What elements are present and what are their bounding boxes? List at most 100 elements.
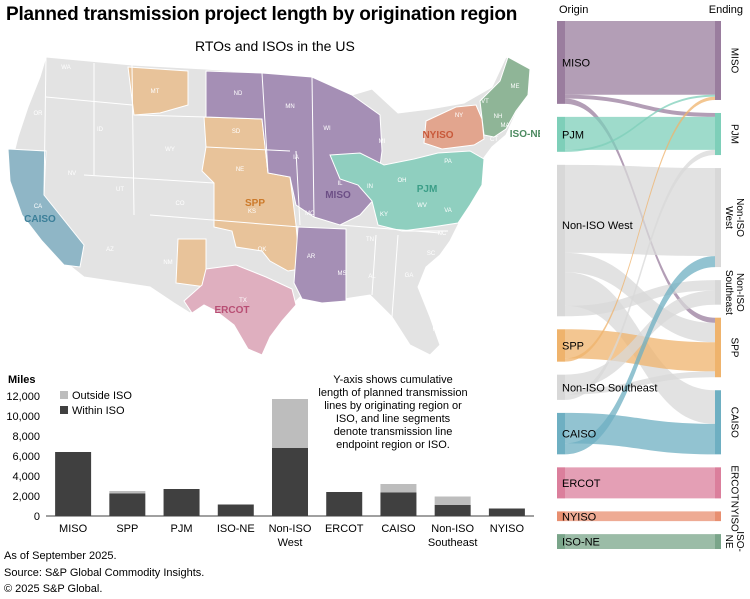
map-label-miso: MISO [325,190,351,201]
bar-within-iso [272,448,308,516]
iso-ne-region [479,56,531,138]
map-label-nyiso: NYISO [422,130,453,141]
map-state-md: MD [485,189,495,195]
sankey-origin-node [557,116,565,152]
map-state-ne: NE [236,167,244,173]
nyiso-region [423,104,485,150]
map-regions [7,56,531,356]
miso-south-region [293,226,347,304]
sankey-origin-node [557,374,565,400]
sankey-ending-node [715,112,721,156]
sankey-ending-label: ERCOT [729,465,740,500]
x-tick-label: PJM [171,523,193,535]
map-state-la: LA [309,303,316,309]
sankey-origin-label: Non-ISO Southeast [562,382,657,394]
map-label-pjm: PJM [417,184,438,195]
map-state-ga: GA [405,273,414,279]
bar-outside-iso [109,491,146,494]
map-label-spp: SPP [245,198,265,209]
x-tick-label: SPP [116,523,138,535]
x-tick-label: Non-ISO [431,523,474,535]
map-state-ar: AR [307,254,316,260]
sankey-origin-label: ERCOT [562,478,601,490]
map-state-wa: WA [61,65,70,71]
map-label-ercot: ERCOT [215,305,250,316]
sankey-origin-node [557,329,565,362]
map-state-pa: PA [444,159,452,165]
miso-region [205,70,383,226]
bar-chart: Miles 0 2,000 4,000 6,000 8,000 10,000 12,000 MI… [6,374,534,549]
x-tick-label: ERCOT [325,523,364,535]
sankey-link [565,21,715,95]
sankey-origin-label: MISO [562,57,591,69]
y-tick-label: 8,000 [12,431,40,443]
bar-within-iso [434,505,471,516]
sankey-origin-label: PJM [562,129,584,141]
map-state-tn: TN [366,237,374,243]
sankey-link [565,96,715,362]
map-state-wy: WY [165,147,175,153]
y-tick-label: 0 [34,511,40,523]
sankey-link [565,467,715,499]
sankey-ending-node [715,467,721,499]
map-state-sc: SC [427,251,436,257]
map-state-in: IN [367,184,373,190]
footer-source: Source: S&P Global Commodity Insights. [4,567,205,579]
map-state-wv: WV [417,203,427,209]
bar-outside-iso [380,484,417,493]
bar-within-iso [488,508,525,516]
footer-copyright: © 2025 S&P Global. [4,583,103,595]
sankey-ending-label: CAISO [729,407,740,438]
sankey-ending-label: Non-ISOWest [723,198,745,237]
sankey-link [565,164,715,257]
sankey-origin-label: NYISO [562,511,597,523]
map-state-nh: NH [494,114,503,120]
state-borders [43,56,448,318]
map-state-wi: WI [323,126,331,132]
map-labels: MISO NYISO ISO-NE PJM CAISO SPP ERCOT WA MT ND MN M… [24,65,540,333]
bar-within-iso [380,492,417,516]
map-state-ok: OK [258,247,267,253]
sankey-origin-label: Non-ISO West [562,220,633,232]
map-state-mt: MT [151,89,160,95]
sankey-link [565,412,715,455]
map-label-caiso: CAISO [24,214,56,225]
sankey-link [565,280,715,317]
legend-swatch [60,391,68,399]
bar-within-iso [217,504,254,516]
map-state-or: OR [34,111,44,117]
chart-annotation: Y-axis shows cumulative length of planne… [318,374,468,451]
map-state-nd: ND [234,91,243,97]
legend-label: Within ISO [72,405,125,417]
map-state-nv: NV [68,171,76,177]
sankey-ending-node [715,280,721,305]
sankey-origin-node [557,164,565,317]
sankey-ending-label: NYISO [729,501,740,532]
map-title: RTOs and ISOs in the US [195,38,355,54]
legend-label: Outside ISO [72,390,132,402]
map-state-va: VA [444,208,452,214]
map-state-nc: NC [438,231,447,237]
y-tick-label: 6,000 [12,451,40,463]
sankey-origin-node [557,467,565,499]
y-tick-label: 2,000 [12,491,40,503]
map-state-ks: KS [248,209,256,215]
sankey-ending-node [715,168,721,268]
bar-outside-iso [272,399,308,448]
bar-within-iso [109,493,146,516]
map-state-ms: MS [338,271,347,277]
sankey-chart: Origin Ending MISO PJM Non-ISO West SPP Non-IS… [557,4,745,552]
x-tick-label: West [278,537,303,549]
sankey-ending-node [715,511,721,522]
x-tick-label: ISO-NE [217,523,255,535]
sankey-ending-node [715,390,721,455]
map-state-sd: SD [232,129,241,135]
sankey-link [565,511,715,522]
ercot-region [183,264,297,356]
map-state-nm: NM [163,260,172,266]
sankey-ending-node [715,317,721,378]
sankey-origin-label: SPP [562,340,584,352]
sankey-ending-node [715,21,721,100]
map-state-co: CO [176,201,185,207]
map-state-mo: MO [305,211,315,217]
